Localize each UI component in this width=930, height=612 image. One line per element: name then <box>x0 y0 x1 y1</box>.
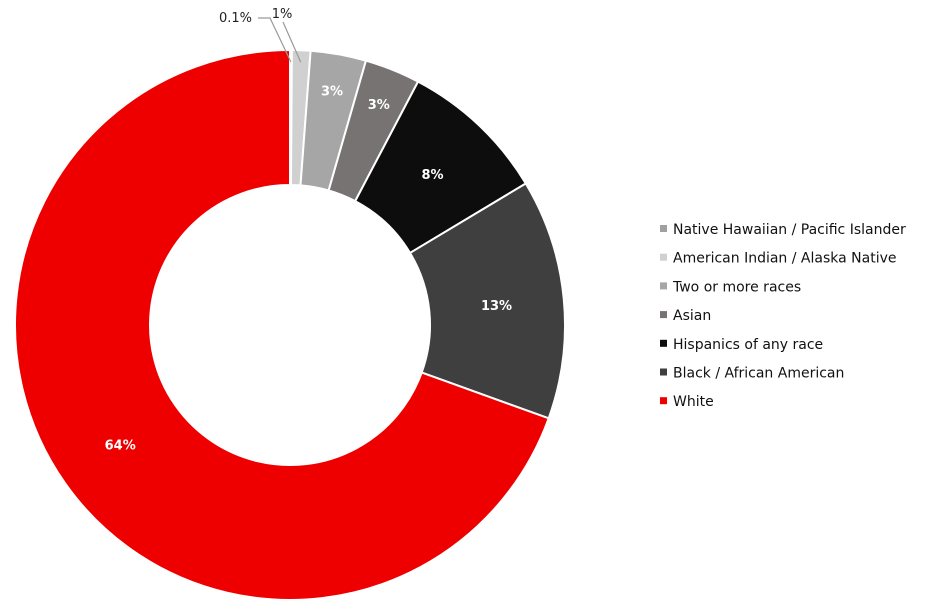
slice-label-white: 64% <box>105 438 136 453</box>
legend-item-native-hawaiian-pacific-islander: Native Hawaiian / Pacific Islander <box>660 222 906 238</box>
legend-swatch-hispanics-of-any-race <box>660 339 667 347</box>
legend-item-white: White <box>660 394 714 410</box>
legend-label-native-hawaiian-pacific-islander: Native Hawaiian / Pacific Islander <box>673 222 906 238</box>
legend-item-black-african-american: Black / African American <box>660 366 844 382</box>
slice-label-two-or-more-races: 3% <box>321 85 343 100</box>
legend-swatch-asian <box>660 311 667 319</box>
donut-slices <box>14 48 566 601</box>
legend-label-two-or-more-races: Two or more races <box>672 279 801 295</box>
legend-label-black-african-american: Black / African American <box>673 366 844 382</box>
legend-swatch-two-or-more-races <box>660 282 667 290</box>
legend-label-asian: Asian <box>673 308 711 324</box>
leader-line-native-hawaiian-pacific-islander <box>258 17 292 63</box>
slice-label-asian: 3% <box>368 98 390 113</box>
legend: Native Hawaiian / Pacific Islander Americ… <box>660 222 906 410</box>
leader-lines <box>258 17 302 63</box>
slice-black-african-american <box>408 182 566 420</box>
leader-line-american-indian-alaska-native <box>282 21 302 63</box>
slice-label-black-african-american: 13% <box>481 299 512 314</box>
legend-swatch-native-hawaiian-pacific-islander <box>660 225 667 232</box>
legend-label-hispanics-of-any-race: Hispanics of any race <box>673 337 823 353</box>
slice-white <box>14 48 550 601</box>
legend-item-two-or-more-races: Two or more races <box>660 279 801 295</box>
legend-label-white: White <box>673 394 714 410</box>
slice-label-american-indian-alaska-native: 1% <box>272 7 293 22</box>
slice-label-native-hawaiian-pacific-islander: 0.1% <box>219 11 252 26</box>
legend-item-american-indian-alaska-native: American Indian / Alaska Native <box>660 251 896 267</box>
legend-swatch-white <box>660 397 667 405</box>
legend-item-hispanics-of-any-race: Hispanics of any race <box>660 337 823 353</box>
legend-item-asian: Asian <box>660 308 711 324</box>
legend-label-american-indian-alaska-native: American Indian / Alaska Native <box>673 251 896 267</box>
legend-swatch-black-african-american <box>660 368 667 376</box>
legend-swatch-american-indian-alaska-native <box>660 253 667 261</box>
slice-label-hispanics-of-any-race: 8% <box>421 168 443 183</box>
slice-labels: 0.1% 1% 3% 3% 8% 13% 64% <box>105 7 512 453</box>
